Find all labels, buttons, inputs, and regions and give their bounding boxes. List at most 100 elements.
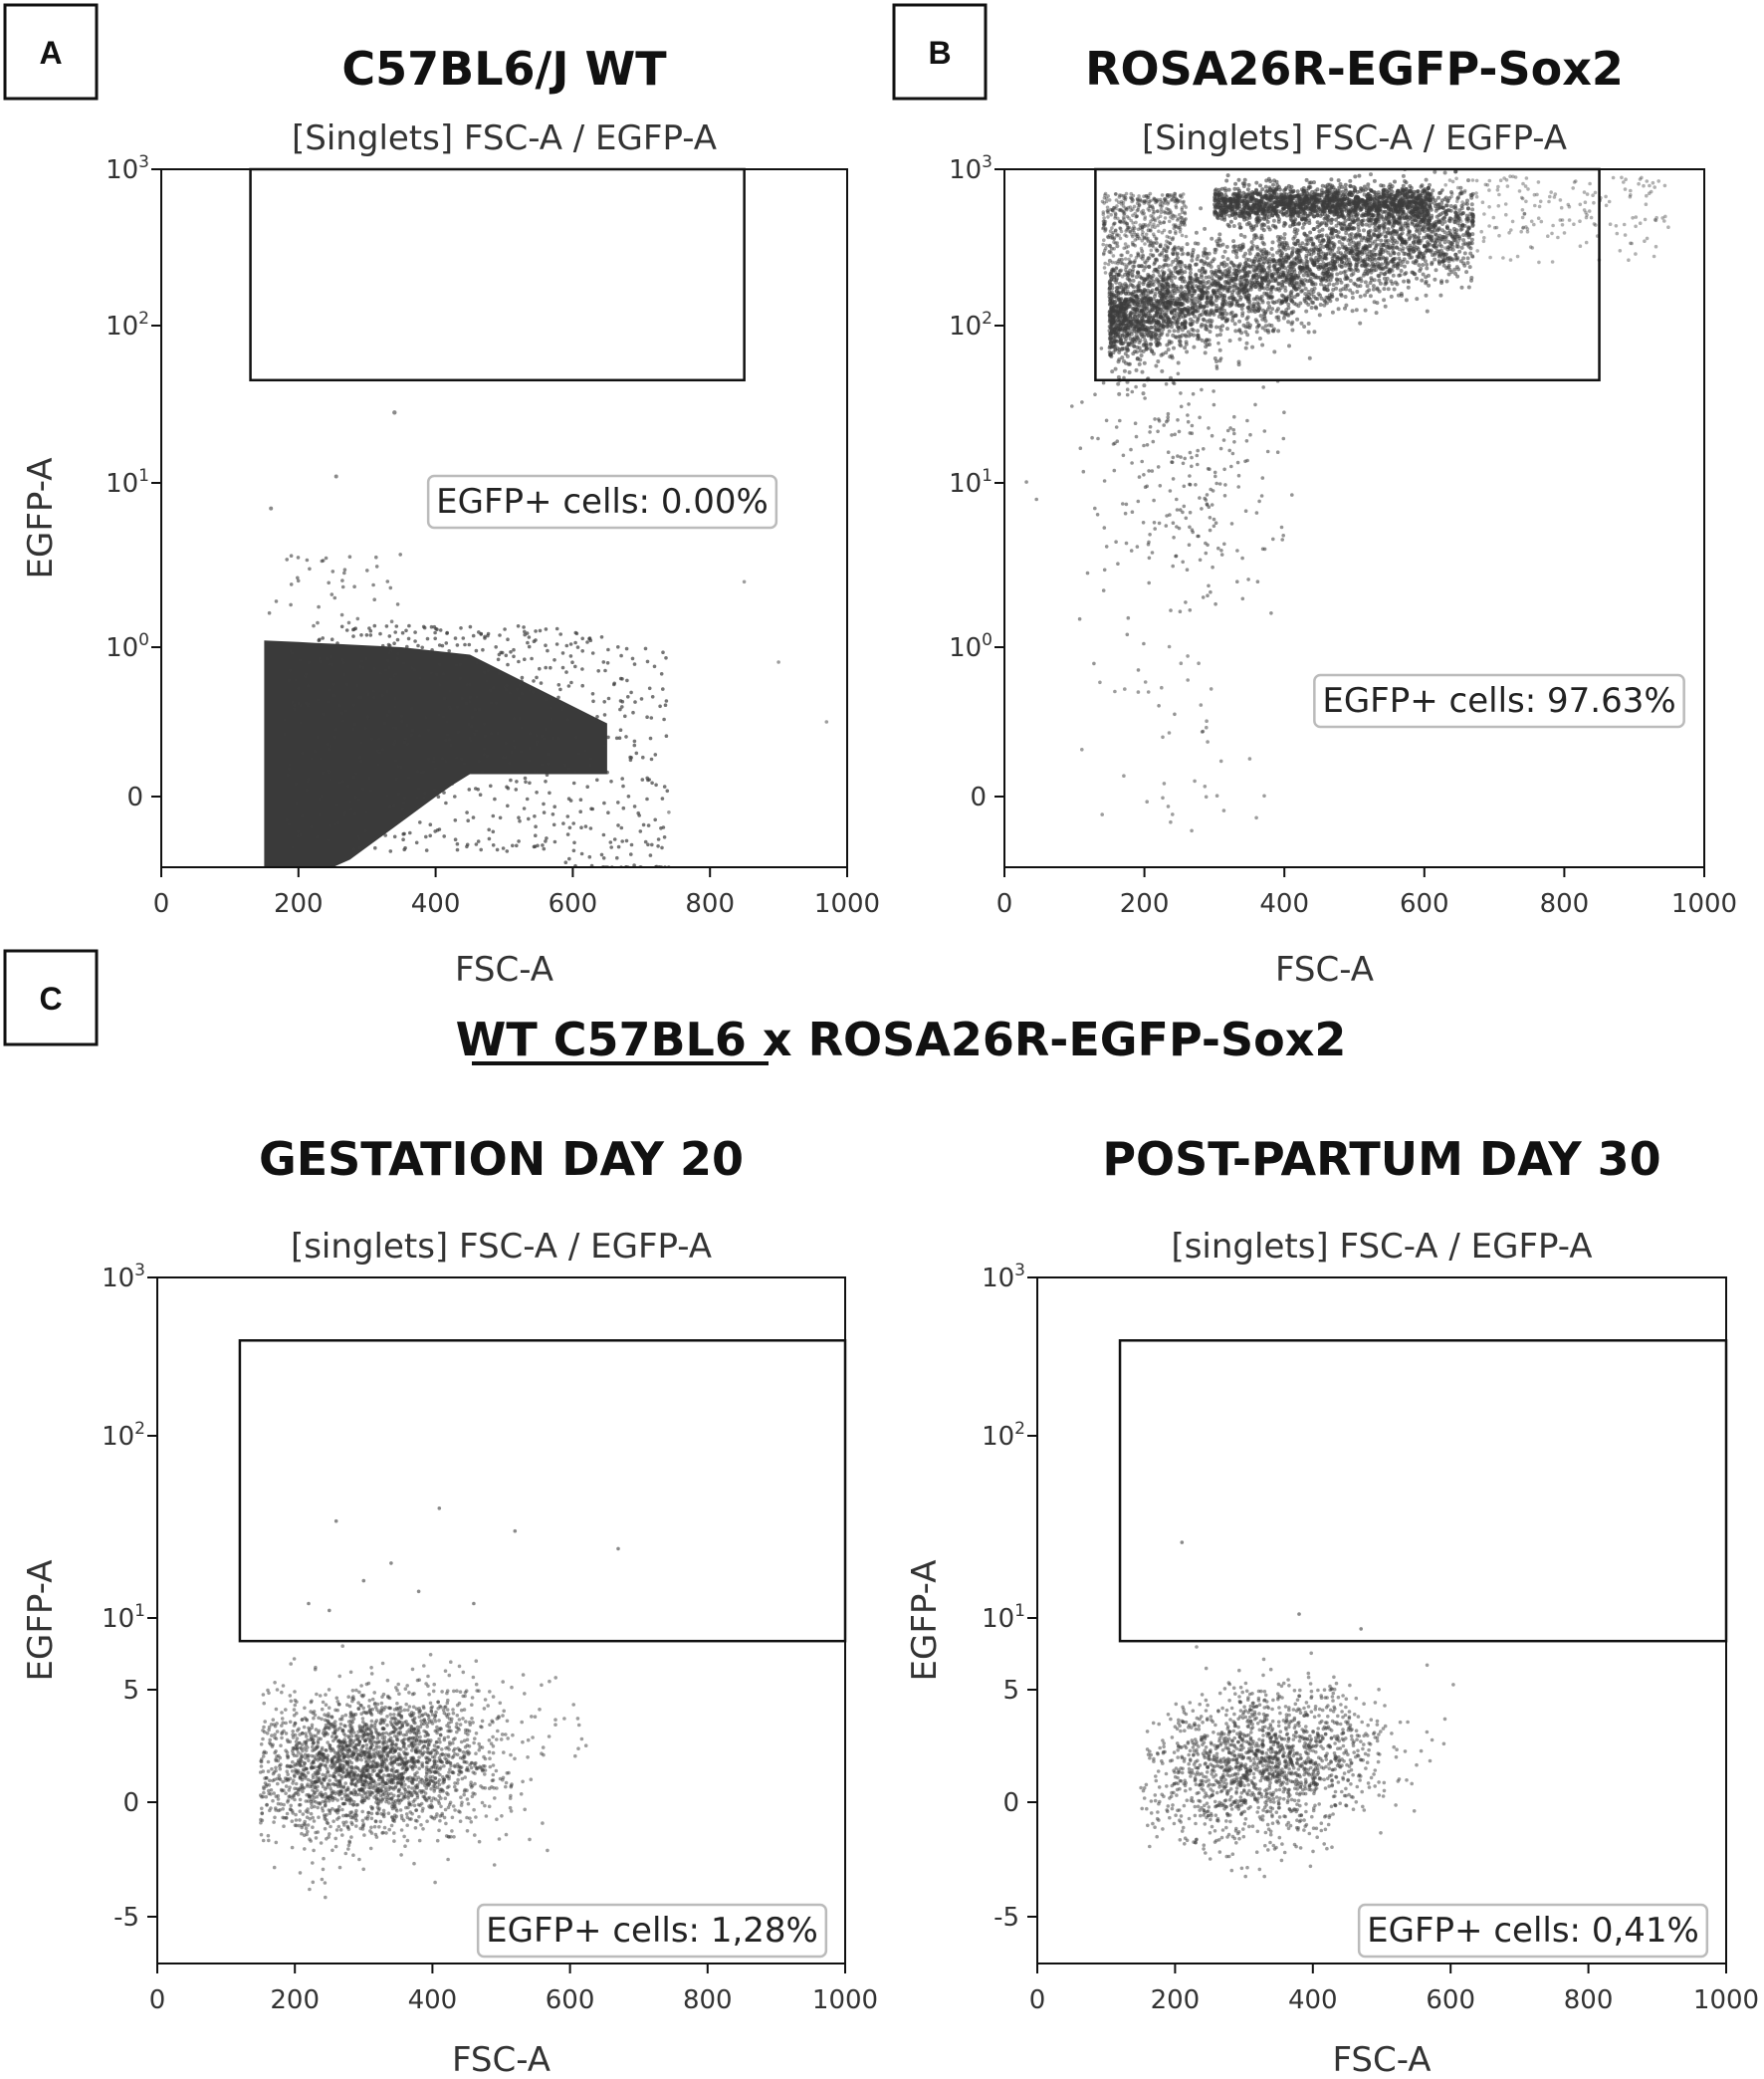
data-point — [1290, 320, 1295, 325]
data-point — [1131, 307, 1136, 311]
data-point — [580, 667, 584, 671]
data-point — [494, 701, 499, 705]
x-tick-label: 400 — [411, 889, 461, 919]
data-point — [407, 623, 411, 628]
data-point — [1131, 278, 1136, 283]
data-point — [1269, 272, 1274, 277]
data-point — [560, 665, 565, 670]
data-point — [1359, 279, 1364, 284]
data-point — [300, 813, 305, 818]
data-point — [580, 649, 584, 653]
data-point — [1281, 263, 1286, 268]
data-point — [1411, 260, 1416, 265]
data-point — [1403, 264, 1407, 269]
data-point — [1205, 304, 1210, 309]
data-point — [1353, 282, 1358, 287]
data-point — [564, 670, 568, 674]
data-point — [565, 832, 570, 836]
data-point — [616, 645, 620, 649]
data-point — [1110, 329, 1114, 334]
data-point — [570, 660, 574, 664]
data-point — [1327, 293, 1332, 298]
data-point — [306, 684, 311, 688]
data-point — [1348, 249, 1352, 253]
data-point — [1233, 313, 1238, 318]
data-point — [1134, 367, 1139, 372]
data-point — [571, 848, 576, 853]
data-point — [1318, 303, 1323, 307]
data-point — [351, 847, 356, 851]
data-point — [1258, 257, 1263, 262]
data-point — [401, 831, 406, 836]
data-point — [497, 671, 502, 676]
data-point — [1136, 287, 1141, 292]
data-point — [527, 644, 532, 649]
data-point — [374, 555, 378, 560]
data-point — [1372, 248, 1377, 252]
data-point — [1129, 311, 1134, 316]
data-point — [1402, 257, 1407, 262]
data-point — [389, 619, 394, 623]
data-point — [1116, 318, 1120, 323]
data-point — [489, 701, 494, 705]
data-point — [388, 585, 393, 590]
data-point — [1217, 347, 1222, 352]
data-point — [1436, 195, 1441, 200]
data-point — [394, 777, 398, 781]
data-point — [1116, 374, 1121, 379]
data-point — [1135, 301, 1140, 306]
data-point — [1190, 285, 1195, 290]
data-point — [1419, 238, 1424, 243]
data-point — [1193, 314, 1197, 319]
data-point — [1366, 218, 1371, 222]
data-point — [1142, 360, 1147, 365]
data-point — [1196, 329, 1201, 334]
data-point — [1415, 297, 1420, 302]
data-point — [1140, 308, 1145, 313]
data-point — [339, 711, 344, 716]
data-point — [450, 782, 455, 786]
data-point — [1318, 293, 1323, 298]
data-point — [1244, 278, 1249, 282]
data-point — [1260, 317, 1265, 322]
data-point — [1234, 275, 1239, 279]
data-point — [1141, 276, 1146, 281]
data-point — [1176, 270, 1181, 275]
data-point — [1175, 301, 1180, 306]
data-point — [1187, 292, 1192, 297]
data-point — [1115, 244, 1120, 249]
data-point — [401, 801, 406, 805]
data-point — [503, 627, 507, 631]
data-point — [1266, 282, 1271, 287]
data-point — [372, 623, 377, 628]
data-point — [1425, 262, 1430, 267]
data-point — [325, 656, 330, 661]
data-point — [1217, 232, 1222, 237]
data-point — [1446, 259, 1451, 264]
data-point — [515, 687, 520, 691]
data-point — [1122, 368, 1127, 373]
data-point — [556, 736, 561, 741]
data-point — [1424, 279, 1429, 284]
data-point — [369, 737, 374, 741]
data-point — [1400, 231, 1405, 236]
data-point — [1422, 253, 1427, 258]
data-point — [294, 678, 298, 682]
data-point — [434, 672, 439, 676]
data-point — [643, 839, 648, 844]
data-point — [391, 803, 396, 808]
data-point — [1288, 254, 1293, 259]
data-point — [1307, 268, 1312, 273]
data-point — [1176, 325, 1180, 330]
data-point — [1145, 326, 1150, 330]
data-point — [1263, 328, 1268, 333]
data-point — [444, 801, 448, 806]
panel-b-letter: B — [928, 35, 951, 71]
data-point — [1123, 312, 1128, 317]
data-point — [1267, 269, 1272, 273]
data-point — [1141, 343, 1146, 347]
data-point — [1176, 259, 1181, 264]
data-point — [1193, 277, 1198, 282]
panel-subtitle: [Singlets] FSC-A / EGFP-A — [292, 118, 717, 158]
data-point — [1123, 285, 1128, 290]
